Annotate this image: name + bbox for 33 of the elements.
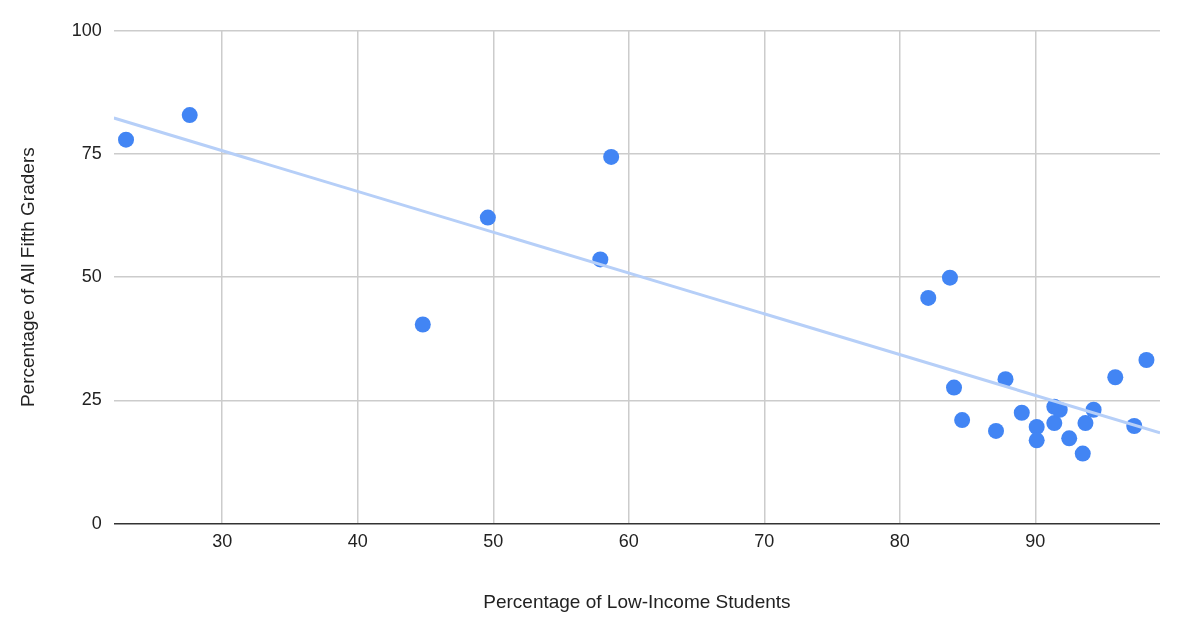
y-tick-label: 0: [91, 512, 102, 533]
point: [414, 316, 431, 333]
point: [954, 412, 971, 429]
y-tick-label: 25: [81, 389, 102, 410]
point: [1013, 404, 1030, 421]
x-tick-label: 50: [483, 531, 504, 552]
point: [1028, 432, 1045, 449]
point: [1074, 445, 1091, 462]
y-tick-label: 100: [71, 19, 102, 40]
y-tick-label: 75: [81, 142, 102, 163]
point: [479, 209, 496, 226]
point: [181, 107, 198, 124]
y-axis-title: Percentage of All Fifth Graders: [16, 147, 38, 408]
x-tick-label: 30: [212, 531, 233, 552]
point: [1077, 415, 1094, 432]
point: [988, 422, 1005, 439]
point: [1061, 430, 1078, 447]
x-tick-label: 60: [618, 531, 639, 552]
point: [946, 379, 963, 396]
x-tick-label: 80: [889, 531, 910, 552]
x-tick-label: 90: [1025, 531, 1046, 552]
x-tick-label: 40: [347, 531, 368, 552]
point: [920, 289, 937, 306]
point: [941, 269, 958, 286]
point: [603, 148, 620, 165]
x-tick-label: 70: [754, 531, 775, 552]
x-axis-title: Percentage of Low-Income Students: [483, 590, 791, 612]
point: [118, 131, 135, 148]
point: [1028, 419, 1045, 436]
y-tick-label: 50: [81, 266, 102, 287]
point: [1138, 351, 1155, 368]
point: [1046, 415, 1063, 432]
point: [1107, 369, 1124, 386]
